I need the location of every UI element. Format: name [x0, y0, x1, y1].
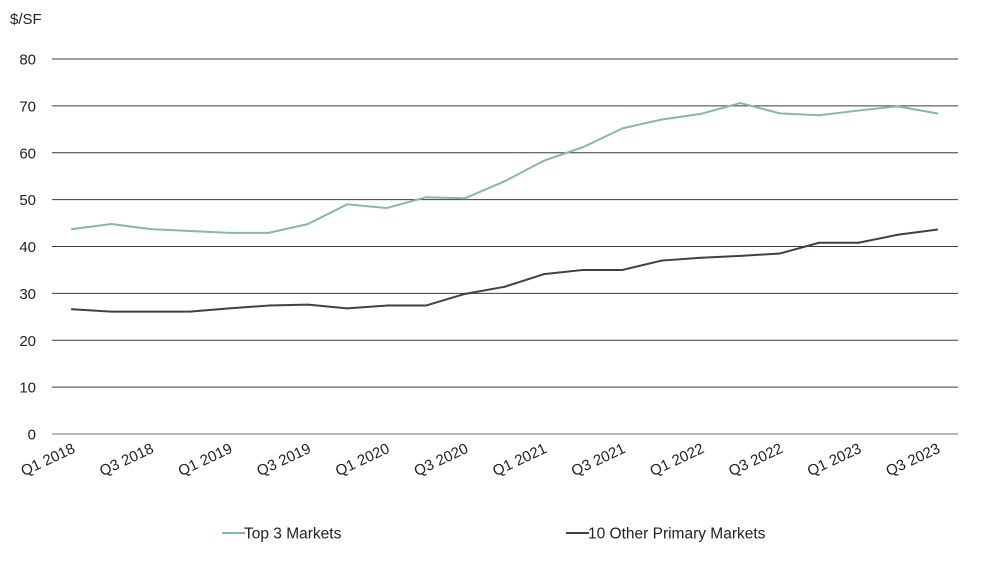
data-point-top-3-markets-q2-2023 [896, 105, 899, 108]
data-point-top-3-markets-q3-2019 [306, 223, 309, 225]
data-point-top-3-markets-q1-2020 [385, 207, 388, 210]
x-axis-ticks: Q1 2018 Q3 2018 Q1 2019 Q3 2019 Q1 2020 Q3 20… [18, 440, 942, 480]
data-point-top-3-markets-q3-2022 [778, 112, 781, 115]
data-point-10-other-primary-markets-q3-2018 [149, 310, 152, 313]
data-point-10-other-primary-markets-q4-2018 [188, 310, 191, 313]
y-tick-label-50: 50 [19, 192, 36, 209]
data-point-top-3-markets-q4-2022 [818, 114, 821, 117]
series-line-top-3-markets [71, 102, 938, 234]
data-point-top-3-markets-q2-2019 [267, 231, 270, 234]
data-point-top-3-markets-q3-2018 [149, 228, 152, 231]
y-tick-label-60: 60 [19, 145, 36, 162]
data-point-top-3-markets-q2-2021 [582, 146, 585, 149]
data-point-10-other-primary-markets-q4-2020 [503, 285, 506, 288]
data-point-10-other-primary-markets-q3-2020 [464, 292, 467, 295]
data-point-top-3-markets-q4-2019 [346, 203, 349, 206]
legend: Top 3 Markets 10 Other Primary Markets [222, 526, 766, 543]
data-point-top-3-markets-q1-2022 [700, 112, 703, 115]
data-point-10-other-primary-markets-q2-2018 [110, 310, 113, 313]
data-point-top-3-markets-q3-2023 [936, 112, 938, 115]
y-tick-label-20: 20 [19, 333, 36, 350]
data-point-top-3-markets-q3-2020 [464, 197, 467, 200]
x-tick-label-q3-2022: Q3 2022 [726, 440, 785, 480]
data-point-10-other-primary-markets-q4-2022 [818, 241, 821, 244]
data-point-top-3-markets-q1-2018 [71, 228, 73, 231]
data-point-top-3-markets-q2-2018 [110, 223, 113, 225]
data-point-10-other-primary-markets-q3-2023 [936, 228, 938, 231]
y-tick-label-80: 80 [19, 52, 36, 69]
y-tick-label-10: 10 [19, 380, 36, 397]
data-point-10-other-primary-markets-q1-2023 [857, 241, 860, 244]
data-point-top-3-markets-q1-2019 [228, 231, 231, 234]
x-tick-label-q3-2019: Q3 2019 [254, 440, 313, 480]
data-point-top-3-markets-q1-2023 [857, 109, 860, 112]
data-point-10-other-primary-markets-q3-2019 [306, 303, 309, 306]
data-point-10-other-primary-markets-q3-2022 [778, 252, 781, 255]
data-point-top-3-markets-q2-2020 [424, 196, 427, 199]
x-tick-label-q1-2022: Q1 2022 [647, 440, 706, 480]
y-axis-unit-label: $/SF [10, 11, 42, 28]
series-line-10-other-primary-markets [71, 228, 938, 313]
x-tick-label-q1-2023: Q1 2023 [805, 440, 864, 480]
data-point-10-other-primary-markets-q3-2021 [621, 268, 624, 271]
data-point-10-other-primary-markets-q1-2022 [700, 256, 703, 259]
legend-label-10-other-primary-markets: 10 Other Primary Markets [588, 526, 766, 543]
x-tick-label-q1-2018: Q1 2018 [18, 440, 77, 480]
series-points-10-other-primary-markets [71, 228, 938, 313]
data-point-10-other-primary-markets-q2-2021 [582, 268, 585, 271]
data-point-10-other-primary-markets-q2-2020 [424, 304, 427, 307]
data-point-10-other-primary-markets-q2-2023 [896, 233, 899, 236]
series-points-top-3-markets [71, 102, 938, 234]
data-point-10-other-primary-markets-q1-2018 [71, 308, 73, 311]
x-tick-label-q1-2019: Q1 2019 [176, 440, 235, 480]
x-tick-label-q3-2021: Q3 2021 [569, 440, 628, 480]
data-point-top-3-markets-q4-2021 [660, 118, 663, 121]
data-point-top-3-markets-q1-2021 [542, 159, 545, 162]
data-point-top-3-markets-q4-2018 [188, 230, 191, 233]
x-tick-label-q3-2020: Q3 2020 [412, 440, 471, 480]
data-point-10-other-primary-markets-q1-2020 [385, 304, 388, 307]
legend-label-top-3-markets: Top 3 Markets [244, 526, 342, 543]
y-tick-label-0: 0 [28, 427, 36, 444]
x-tick-label-q3-2018: Q3 2018 [97, 440, 156, 480]
y-tick-label-70: 70 [19, 98, 36, 115]
y-axis-ticks: 0 10 20 30 40 50 60 70 80 [19, 52, 36, 444]
y-tick-label-30: 30 [19, 286, 36, 303]
data-point-10-other-primary-markets-q1-2019 [228, 307, 231, 310]
data-point-10-other-primary-markets-q4-2019 [346, 307, 349, 310]
x-tick-label-q3-2023: Q3 2023 [883, 440, 942, 480]
data-point-top-3-markets-q3-2021 [621, 127, 624, 130]
data-point-10-other-primary-markets-q4-2021 [660, 259, 663, 262]
x-tick-label-q1-2021: Q1 2021 [490, 440, 549, 480]
data-point-top-3-markets-q4-2020 [503, 180, 506, 183]
data-point-10-other-primary-markets-q2-2022 [739, 254, 742, 257]
series-lines [71, 102, 938, 313]
data-point-top-3-markets-q2-2022 [739, 102, 742, 105]
x-tick-label-q1-2020: Q1 2020 [333, 440, 392, 480]
gridlines [52, 58, 958, 435]
legend-item-10-other-primary-markets: 10 Other Primary Markets [566, 526, 766, 543]
legend-item-top-3-markets: Top 3 Markets [222, 526, 342, 543]
data-point-10-other-primary-markets-q1-2021 [542, 273, 545, 276]
y-tick-label-40: 40 [19, 239, 36, 256]
data-point-10-other-primary-markets-q2-2019 [267, 304, 270, 307]
